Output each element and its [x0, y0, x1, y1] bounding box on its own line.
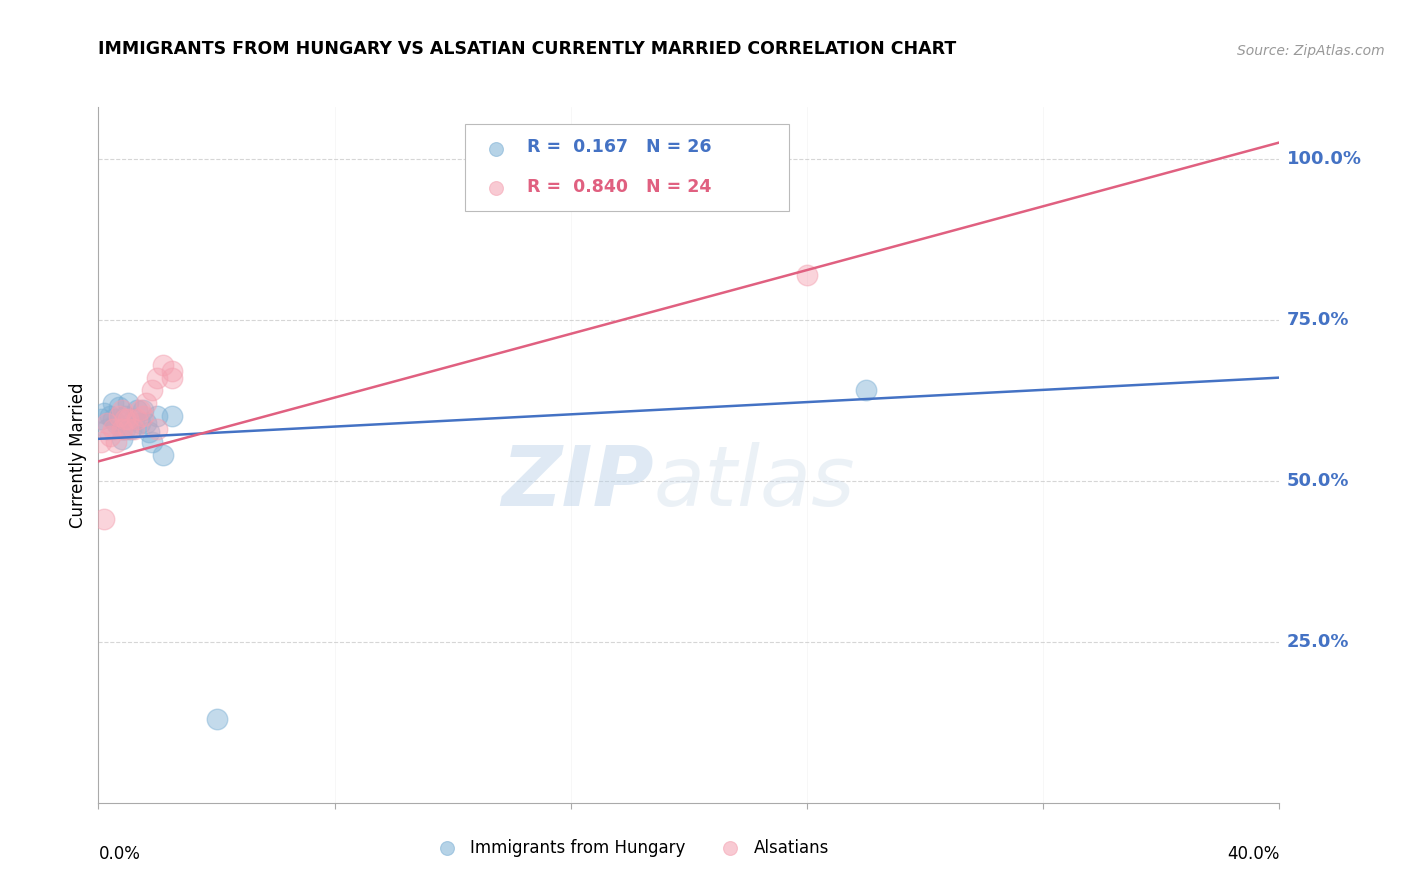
Point	[120, 422, 142, 436]
Point	[125, 402, 148, 417]
Point	[162, 370, 183, 384]
Point	[111, 422, 134, 436]
Point	[96, 416, 118, 430]
Point	[103, 396, 125, 410]
Point	[855, 384, 877, 398]
Text: R =  0.167   N = 26: R = 0.167 N = 26	[527, 138, 711, 156]
Point	[105, 416, 128, 430]
Point	[98, 409, 121, 424]
Point	[1083, 227, 1105, 241]
Point	[959, 838, 981, 852]
Point	[162, 409, 183, 424]
Text: 0.0%: 0.0%	[98, 845, 141, 863]
Point	[122, 412, 145, 426]
Text: 100.0%: 100.0%	[1286, 150, 1361, 168]
Point	[117, 412, 139, 426]
Y-axis label: Currently Married: Currently Married	[69, 382, 87, 528]
Point	[103, 422, 125, 436]
Text: 75.0%: 75.0%	[1286, 310, 1348, 328]
Point	[146, 409, 169, 424]
Point	[103, 412, 125, 426]
Point	[135, 416, 157, 430]
Text: 25.0%: 25.0%	[1286, 632, 1348, 651]
Point	[128, 402, 150, 417]
Point	[122, 422, 145, 436]
Point	[105, 435, 128, 450]
Point	[117, 396, 139, 410]
Point	[90, 435, 112, 450]
Point	[111, 432, 134, 446]
FancyBboxPatch shape	[464, 124, 789, 211]
Point	[152, 358, 174, 372]
Point	[114, 412, 136, 426]
Point	[141, 435, 163, 450]
Point	[93, 406, 115, 420]
Point	[132, 409, 155, 424]
Point	[152, 448, 174, 462]
Point	[132, 402, 155, 417]
Point	[90, 412, 112, 426]
Point	[114, 422, 136, 436]
Point	[114, 409, 136, 424]
Point	[141, 384, 163, 398]
Text: 40.0%: 40.0%	[1227, 845, 1279, 863]
Point	[108, 400, 131, 414]
Point	[796, 268, 818, 282]
Point	[98, 428, 121, 442]
Text: Source: ZipAtlas.com: Source: ZipAtlas.com	[1237, 44, 1385, 58]
Text: 50.0%: 50.0%	[1286, 472, 1348, 490]
Point	[125, 412, 148, 426]
Point	[117, 422, 139, 436]
Point	[96, 422, 118, 436]
Point	[128, 416, 150, 430]
Point	[146, 422, 169, 436]
Point	[135, 396, 157, 410]
Point	[205, 712, 228, 726]
Text: Alsatians: Alsatians	[754, 839, 830, 857]
Text: IMMIGRANTS FROM HUNGARY VS ALSATIAN CURRENTLY MARRIED CORRELATION CHART: IMMIGRANTS FROM HUNGARY VS ALSATIAN CURR…	[98, 40, 956, 58]
Point	[146, 370, 169, 384]
Text: atlas: atlas	[654, 442, 855, 524]
Point	[93, 512, 115, 526]
Text: ZIP: ZIP	[501, 442, 654, 524]
Point	[138, 425, 160, 440]
Point	[1083, 190, 1105, 204]
Point	[111, 402, 134, 417]
Text: Immigrants from Hungary: Immigrants from Hungary	[471, 839, 686, 857]
Point	[162, 364, 183, 378]
Point	[108, 409, 131, 424]
Point	[111, 422, 134, 436]
Text: R =  0.840   N = 24: R = 0.840 N = 24	[527, 178, 711, 196]
